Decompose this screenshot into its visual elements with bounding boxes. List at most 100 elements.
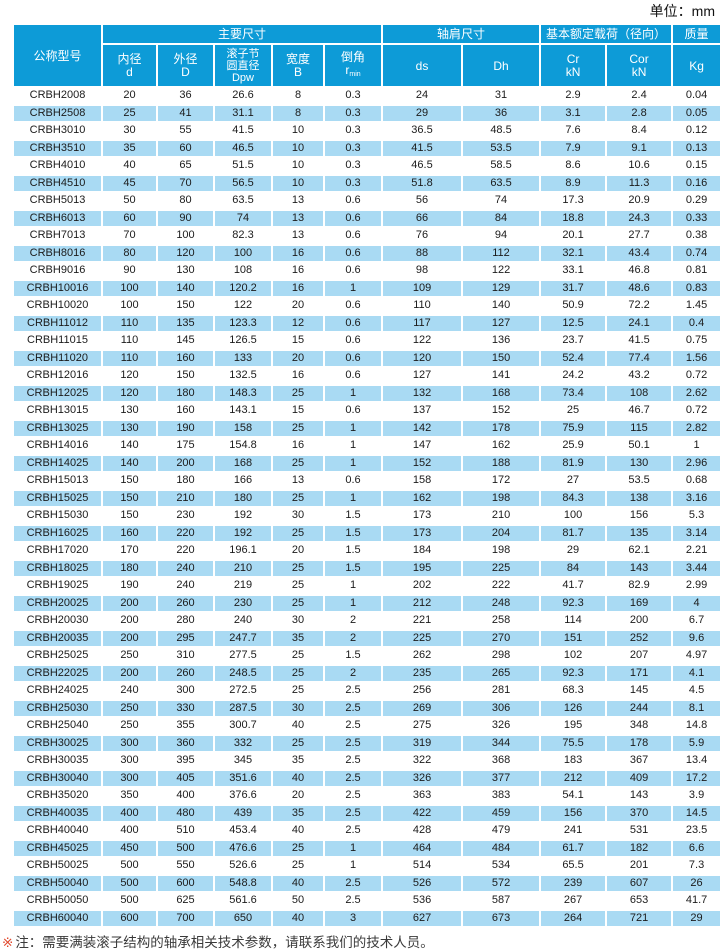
cell-model: CRBH20025 bbox=[14, 595, 103, 613]
cell-Kg: 0.81 bbox=[673, 263, 720, 281]
table-row: CRBH10016 100 140 120.2 16 1 109 129 31.7 48.6 0.8… bbox=[14, 280, 720, 298]
label-unit: kN bbox=[631, 64, 647, 79]
cell-d: 400 bbox=[103, 805, 158, 823]
col-header-pitch-Dpw: 滚子节 圆直径 Dpw bbox=[215, 45, 273, 88]
cell-Cor: 82.9 bbox=[607, 578, 674, 596]
cell-model: CRBH30035 bbox=[14, 753, 103, 771]
cell-B: 25 bbox=[273, 420, 325, 438]
cell-Kg: 6.7 bbox=[673, 613, 720, 631]
cell-Dpw: 148.3 bbox=[215, 385, 273, 403]
cell-ds: 98 bbox=[383, 263, 464, 281]
cell-D: 330 bbox=[158, 700, 215, 718]
cell-d: 130 bbox=[103, 420, 158, 438]
cell-model: CRBH14025 bbox=[14, 455, 103, 473]
cell-Dh: 31 bbox=[463, 88, 542, 106]
cell-Dh: 162 bbox=[463, 438, 542, 456]
cell-D: 405 bbox=[158, 770, 215, 788]
cell-Dpw: 247.7 bbox=[215, 630, 273, 648]
cell-Dpw: 158 bbox=[215, 420, 273, 438]
cell-r-min: 1 bbox=[325, 595, 384, 613]
cell-D: 500 bbox=[158, 840, 215, 858]
cell-model: CRBH30040 bbox=[14, 770, 103, 788]
cell-Kg: 0.05 bbox=[673, 105, 720, 123]
table-row: CRBH14025 140 200 168 25 1 152 188 81.9 130 2.96 bbox=[14, 455, 720, 473]
cell-d: 120 bbox=[103, 385, 158, 403]
cell-r-min: 0.6 bbox=[325, 333, 384, 351]
cell-model: CRBH50025 bbox=[14, 858, 103, 876]
cell-B: 16 bbox=[273, 245, 325, 263]
cell-Cr: 18.8 bbox=[541, 210, 608, 228]
cell-model: CRBH10020 bbox=[14, 298, 103, 316]
cell-D: 240 bbox=[158, 560, 215, 578]
cell-D: 600 bbox=[158, 875, 215, 893]
table-row: CRBH8016 80 120 100 16 0.6 88 112 32.1 43.4 0.74 bbox=[14, 245, 720, 263]
cell-r-min: 2.5 bbox=[325, 700, 384, 718]
cell-r-min: 0.6 bbox=[325, 210, 384, 228]
cell-Cr: 65.5 bbox=[541, 858, 608, 876]
cell-Cor: 244 bbox=[607, 700, 674, 718]
cell-Dh: 225 bbox=[463, 560, 542, 578]
cell-r-min: 2.5 bbox=[325, 683, 384, 701]
cell-Kg: 0.72 bbox=[673, 368, 720, 386]
cell-Cr: 61.7 bbox=[541, 840, 608, 858]
cell-Cor: 367 bbox=[607, 753, 674, 771]
cell-Dpw: 240 bbox=[215, 613, 273, 631]
cell-Dpw: 122 bbox=[215, 298, 273, 316]
cell-model: CRBH45025 bbox=[14, 840, 103, 858]
cell-Dpw: 351.6 bbox=[215, 770, 273, 788]
cell-d: 90 bbox=[103, 263, 158, 281]
cell-model: CRBH13025 bbox=[14, 420, 103, 438]
cell-Cr: 92.3 bbox=[541, 665, 608, 683]
cell-ds: 24 bbox=[383, 88, 464, 106]
cell-r-min: 0.6 bbox=[325, 473, 384, 491]
cell-Cr: 92.3 bbox=[541, 595, 608, 613]
cell-d: 120 bbox=[103, 368, 158, 386]
cell-Cor: 46.7 bbox=[607, 403, 674, 421]
cell-Dh: 306 bbox=[463, 700, 542, 718]
cell-Dpw: 219 bbox=[215, 578, 273, 596]
cell-d: 300 bbox=[103, 770, 158, 788]
cell-Kg: 0.04 bbox=[673, 88, 720, 106]
cell-Cor: 48.6 bbox=[607, 280, 674, 298]
cell-Dh: 344 bbox=[463, 735, 542, 753]
cell-Dh: 58.5 bbox=[463, 158, 542, 176]
cell-r-min: 0.3 bbox=[325, 88, 384, 106]
cell-d: 500 bbox=[103, 875, 158, 893]
cell-d: 450 bbox=[103, 840, 158, 858]
cell-ds: 162 bbox=[383, 490, 464, 508]
cell-D: 190 bbox=[158, 420, 215, 438]
label-symbol: rmin bbox=[345, 62, 361, 78]
cell-r-min: 2.5 bbox=[325, 893, 384, 911]
label-symbol: d bbox=[126, 64, 133, 79]
cell-Dh: 63.5 bbox=[463, 175, 542, 193]
cell-model: CRBH15030 bbox=[14, 508, 103, 526]
cell-Dh: 204 bbox=[463, 525, 542, 543]
cell-model: CRBH12025 bbox=[14, 385, 103, 403]
cell-ds: 132 bbox=[383, 385, 464, 403]
cell-Dh: 368 bbox=[463, 753, 542, 771]
cell-Dpw: 132.5 bbox=[215, 368, 273, 386]
cell-ds: 221 bbox=[383, 613, 464, 631]
cell-Dpw: 230 bbox=[215, 595, 273, 613]
cell-Dpw: 154.8 bbox=[215, 438, 273, 456]
cell-B: 13 bbox=[273, 193, 325, 211]
cell-Cr: 267 bbox=[541, 893, 608, 911]
table-row: CRBH40035 400 480 439 35 2.5 422 459 156 370 14.5 bbox=[14, 805, 720, 823]
cell-B: 8 bbox=[273, 105, 325, 123]
cell-Cor: 156 bbox=[607, 508, 674, 526]
label-symbol: Dpw bbox=[231, 71, 254, 84]
cell-model: CRBH35020 bbox=[14, 788, 103, 806]
cell-Dh: 84 bbox=[463, 210, 542, 228]
table-row: CRBH13015 130 160 143.1 15 0.6 137 152 25 46.7 0.7… bbox=[14, 403, 720, 421]
cell-Cr: 25 bbox=[541, 403, 608, 421]
cell-r-min: 0.6 bbox=[325, 315, 384, 333]
cell-r-min: 0.3 bbox=[325, 105, 384, 123]
cell-D: 310 bbox=[158, 648, 215, 666]
cell-model: CRBH6013 bbox=[14, 210, 103, 228]
cell-model: CRBH24025 bbox=[14, 683, 103, 701]
cell-D: 625 bbox=[158, 893, 215, 911]
label-zh-line1: 滚子节 bbox=[226, 47, 260, 60]
cell-B: 35 bbox=[273, 753, 325, 771]
cell-model: CRBH16025 bbox=[14, 525, 103, 543]
cell-ds: 29 bbox=[383, 105, 464, 123]
